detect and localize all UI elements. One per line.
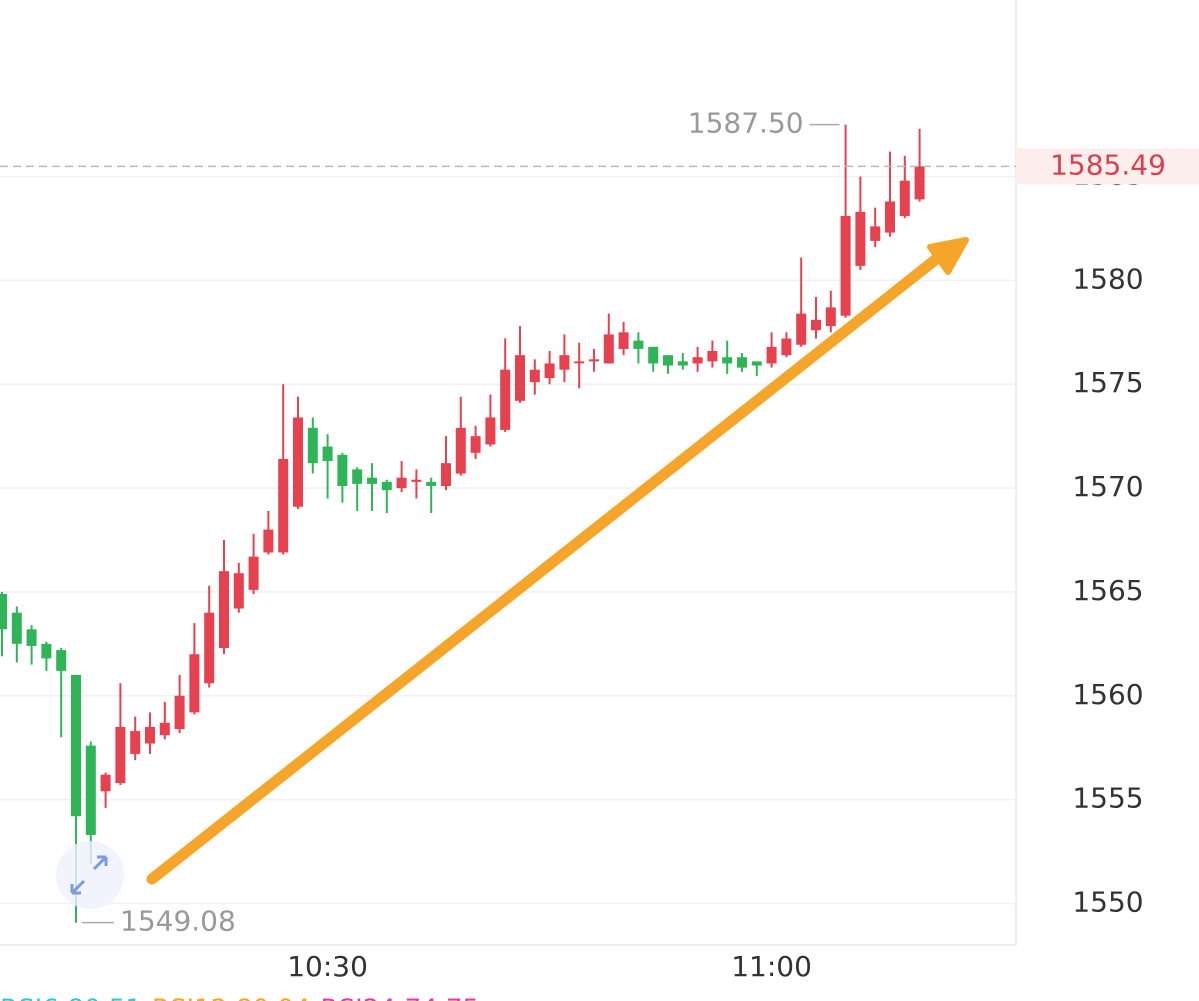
candle-body xyxy=(219,571,229,648)
candle-body xyxy=(307,427,318,464)
candle-body xyxy=(367,477,377,484)
candle-body xyxy=(56,650,67,671)
candle-body xyxy=(885,201,895,233)
candle-body xyxy=(174,695,185,729)
y-tick-label: 1575 xyxy=(1072,366,1143,399)
candle-body xyxy=(618,332,629,349)
candle-body xyxy=(233,573,244,609)
candle-body xyxy=(603,334,614,364)
candle-body xyxy=(840,216,851,316)
max-label: 1587.50 xyxy=(688,107,804,140)
y-tick-label: 1565 xyxy=(1072,574,1143,607)
candle-body xyxy=(145,726,155,744)
candle-body xyxy=(263,529,274,553)
candle-body xyxy=(737,357,747,368)
candle-body xyxy=(248,556,259,590)
y-tick-label: 1550 xyxy=(1072,885,1143,918)
candle-body xyxy=(529,369,540,383)
candle-body xyxy=(899,180,910,216)
candle-body xyxy=(485,417,496,445)
candle-body xyxy=(692,357,703,364)
expand-icon[interactable] xyxy=(70,855,108,895)
candle-body xyxy=(85,745,96,835)
candle-body xyxy=(26,629,37,646)
y-tick-label: 1560 xyxy=(1072,678,1143,711)
candle-body xyxy=(500,369,511,430)
candle-body xyxy=(707,351,718,362)
indicator-label: RSI12:80.04 xyxy=(152,995,311,1001)
indicator-label: RSI6:80.51 xyxy=(0,995,142,1001)
candle-body xyxy=(515,355,525,401)
y-tick-label: 1570 xyxy=(1072,470,1143,503)
trend-arrow xyxy=(146,237,969,885)
candle-body xyxy=(189,654,200,713)
y-tick-label: 1580 xyxy=(1072,262,1143,295)
candle-body xyxy=(544,363,555,378)
x-tick-label: 10:30 xyxy=(287,950,368,983)
candle-body xyxy=(100,774,111,792)
x-tick-label: 11:00 xyxy=(731,950,812,983)
candle-body xyxy=(381,481,392,491)
candle-body xyxy=(796,313,807,345)
candle-body xyxy=(677,361,688,366)
candle-body xyxy=(0,594,7,630)
expand-bg[interactable] xyxy=(56,841,124,909)
candle-body xyxy=(663,355,673,366)
candle-body xyxy=(455,427,466,474)
candle-body xyxy=(781,338,792,356)
last-price-box xyxy=(1016,148,1199,185)
candle-body xyxy=(293,417,303,507)
arrow-shaft xyxy=(146,254,941,885)
last-price-label: 1585.49 xyxy=(1050,148,1166,181)
candle-body xyxy=(204,612,215,684)
candle-body xyxy=(855,211,866,266)
candle-body xyxy=(71,675,81,817)
candle-body xyxy=(11,612,22,644)
candle-body xyxy=(159,722,170,736)
min-label: 1549.08 xyxy=(120,905,236,938)
arrow-head xyxy=(927,237,969,275)
candle-body xyxy=(278,459,289,553)
candle-body xyxy=(130,731,141,754)
candle-body xyxy=(633,340,644,349)
candle-body xyxy=(337,454,348,486)
candle-body xyxy=(352,469,363,484)
candle-body xyxy=(559,355,570,370)
candle-body xyxy=(41,643,52,659)
candle-body xyxy=(396,477,407,489)
candle-body xyxy=(766,346,777,364)
candle-body xyxy=(115,726,126,783)
candle-body xyxy=(648,346,659,364)
candle-body xyxy=(870,226,881,241)
candle-body xyxy=(722,357,733,364)
overlay: 1587.50 1549.08 1585.49 RSI6:80.51 RSI12:80.… xyxy=(0,107,1199,1001)
candle-body xyxy=(470,436,481,453)
candle-body xyxy=(574,361,585,364)
candle-body xyxy=(426,481,437,486)
y-tick-label: 1555 xyxy=(1072,782,1143,815)
candle-body xyxy=(751,361,762,366)
candle-body xyxy=(914,166,925,200)
indicator-label: RSI24:74.75 xyxy=(321,995,480,1001)
candle-body xyxy=(441,463,451,486)
candle-body xyxy=(825,307,836,327)
candle-body xyxy=(589,359,599,362)
candle-body xyxy=(411,479,422,482)
expand-button[interactable] xyxy=(56,841,124,909)
candle-body xyxy=(811,319,821,331)
candle-body xyxy=(322,446,333,462)
